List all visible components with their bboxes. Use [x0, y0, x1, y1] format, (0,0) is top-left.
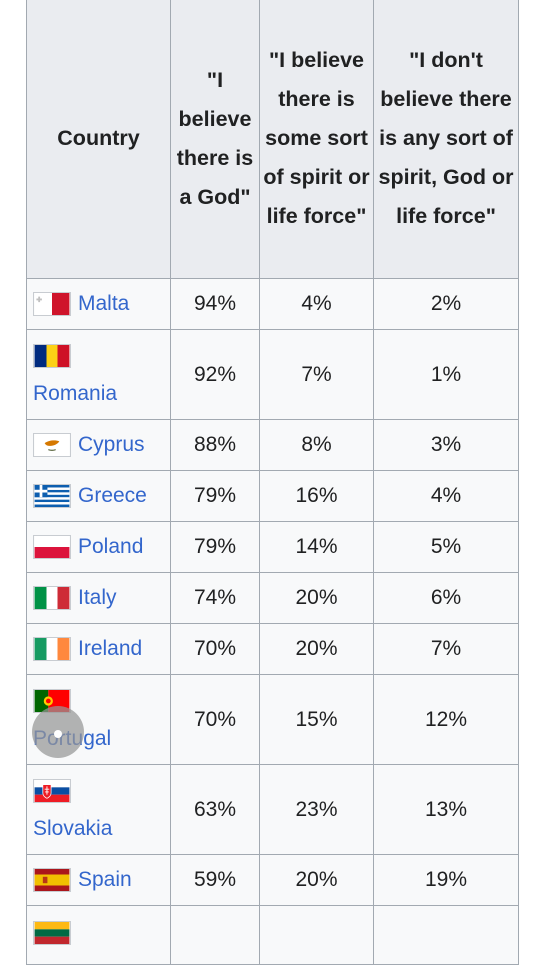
malta-flag-icon	[33, 292, 71, 317]
romania-flag-icon	[33, 343, 71, 368]
country-link[interactable]: Poland	[78, 535, 144, 558]
country-link[interactable]: Spain	[78, 868, 132, 891]
spirit-cell: 14%	[259, 521, 374, 573]
belief-table: Country "I believe there is a God" "I be…	[26, 0, 519, 965]
country-cell: Italy	[26, 572, 171, 624]
table-row: Greece 79% 16% 4%	[26, 470, 519, 522]
believe-god-cell: 88%	[170, 419, 260, 471]
country-cell	[26, 905, 171, 965]
country-cell: Cyprus	[26, 419, 171, 471]
spirit-cell: 4%	[259, 278, 374, 330]
country-cell: Slovakia	[26, 764, 171, 855]
believe-god-cell: 79%	[170, 470, 260, 522]
column-header-spirit[interactable]: "I believe there is some sort of spirit …	[259, 0, 374, 279]
country-link[interactable]: Slovakia	[33, 816, 113, 840]
country-link[interactable]: Greece	[78, 484, 147, 507]
italy-flag-icon	[33, 586, 71, 611]
country-cell: Romania	[26, 329, 171, 420]
spirit-cell: 7%	[259, 329, 374, 420]
believe-god-cell: 92%	[170, 329, 260, 420]
spirit-cell: 20%	[259, 572, 374, 624]
greece-flag-icon	[33, 484, 71, 509]
table-row: Spain 59% 20% 19%	[26, 854, 519, 906]
country-link[interactable]: Malta	[78, 292, 130, 315]
header-row: Country "I believe there is a God" "I be…	[26, 0, 519, 279]
table-row: Portugal 70% 15% 12%	[26, 674, 519, 765]
table-row	[26, 905, 519, 965]
table-row: Poland 79% 14% 5%	[26, 521, 519, 573]
table-row: Romania 92% 7% 1%	[26, 329, 519, 420]
poland-flag-icon	[33, 535, 71, 560]
no-belief-cell: 19%	[373, 854, 519, 906]
no-belief-cell: 1%	[373, 329, 519, 420]
no-belief-cell: 3%	[373, 419, 519, 471]
country-cell: Malta	[26, 278, 171, 330]
no-belief-cell	[373, 905, 519, 965]
no-belief-cell: 7%	[373, 623, 519, 675]
column-header-country[interactable]: Country	[26, 0, 171, 279]
table-row: Malta 94% 4% 2%	[26, 278, 519, 330]
country-link[interactable]: Italy	[78, 586, 117, 609]
table-row: Slovakia 63% 23% 13%	[26, 764, 519, 855]
believe-god-cell: 79%	[170, 521, 260, 573]
slovakia-flag-icon	[33, 778, 71, 803]
believe-god-cell: 70%	[170, 623, 260, 675]
table-row: Cyprus 88% 8% 3%	[26, 419, 519, 471]
country-cell: Poland	[26, 521, 171, 573]
no-belief-cell: 13%	[373, 764, 519, 855]
ireland-flag-icon	[33, 637, 71, 662]
column-header-no-belief[interactable]: "I don't believe there is any sort of sp…	[373, 0, 519, 279]
country-cell: Ireland	[26, 623, 171, 675]
table-row: Italy 74% 20% 6%	[26, 572, 519, 624]
believe-god-cell: 94%	[170, 278, 260, 330]
dot-icon	[54, 730, 62, 738]
spirit-cell: 16%	[259, 470, 374, 522]
spain-flag-icon	[33, 868, 71, 893]
table-row: Ireland 70% 20% 7%	[26, 623, 519, 675]
believe-god-cell: 74%	[170, 572, 260, 624]
no-belief-cell: 2%	[373, 278, 519, 330]
country-link[interactable]: Ireland	[78, 637, 143, 660]
spirit-cell: 15%	[259, 674, 374, 765]
spirit-cell: 20%	[259, 623, 374, 675]
country-cell: Greece	[26, 470, 171, 522]
no-belief-cell: 5%	[373, 521, 519, 573]
believe-god-cell: 59%	[170, 854, 260, 906]
no-belief-cell: 12%	[373, 674, 519, 765]
spirit-cell: 23%	[259, 764, 374, 855]
spirit-cell: 20%	[259, 854, 374, 906]
floating-assistive-button[interactable]	[32, 706, 84, 758]
believe-god-cell	[170, 905, 260, 965]
country-link[interactable]: Cyprus	[78, 433, 145, 456]
lithuania-flag-icon	[33, 921, 71, 946]
believe-god-cell: 70%	[170, 674, 260, 765]
country-link[interactable]: Romania	[33, 381, 118, 405]
column-header-believe-god[interactable]: "I believe there is a God"	[170, 0, 260, 279]
spirit-cell	[259, 905, 374, 965]
no-belief-cell: 4%	[373, 470, 519, 522]
cyprus-flag-icon	[33, 433, 71, 458]
believe-god-cell: 63%	[170, 764, 260, 855]
spirit-cell: 8%	[259, 419, 374, 471]
country-cell: Spain	[26, 854, 171, 906]
no-belief-cell: 6%	[373, 572, 519, 624]
